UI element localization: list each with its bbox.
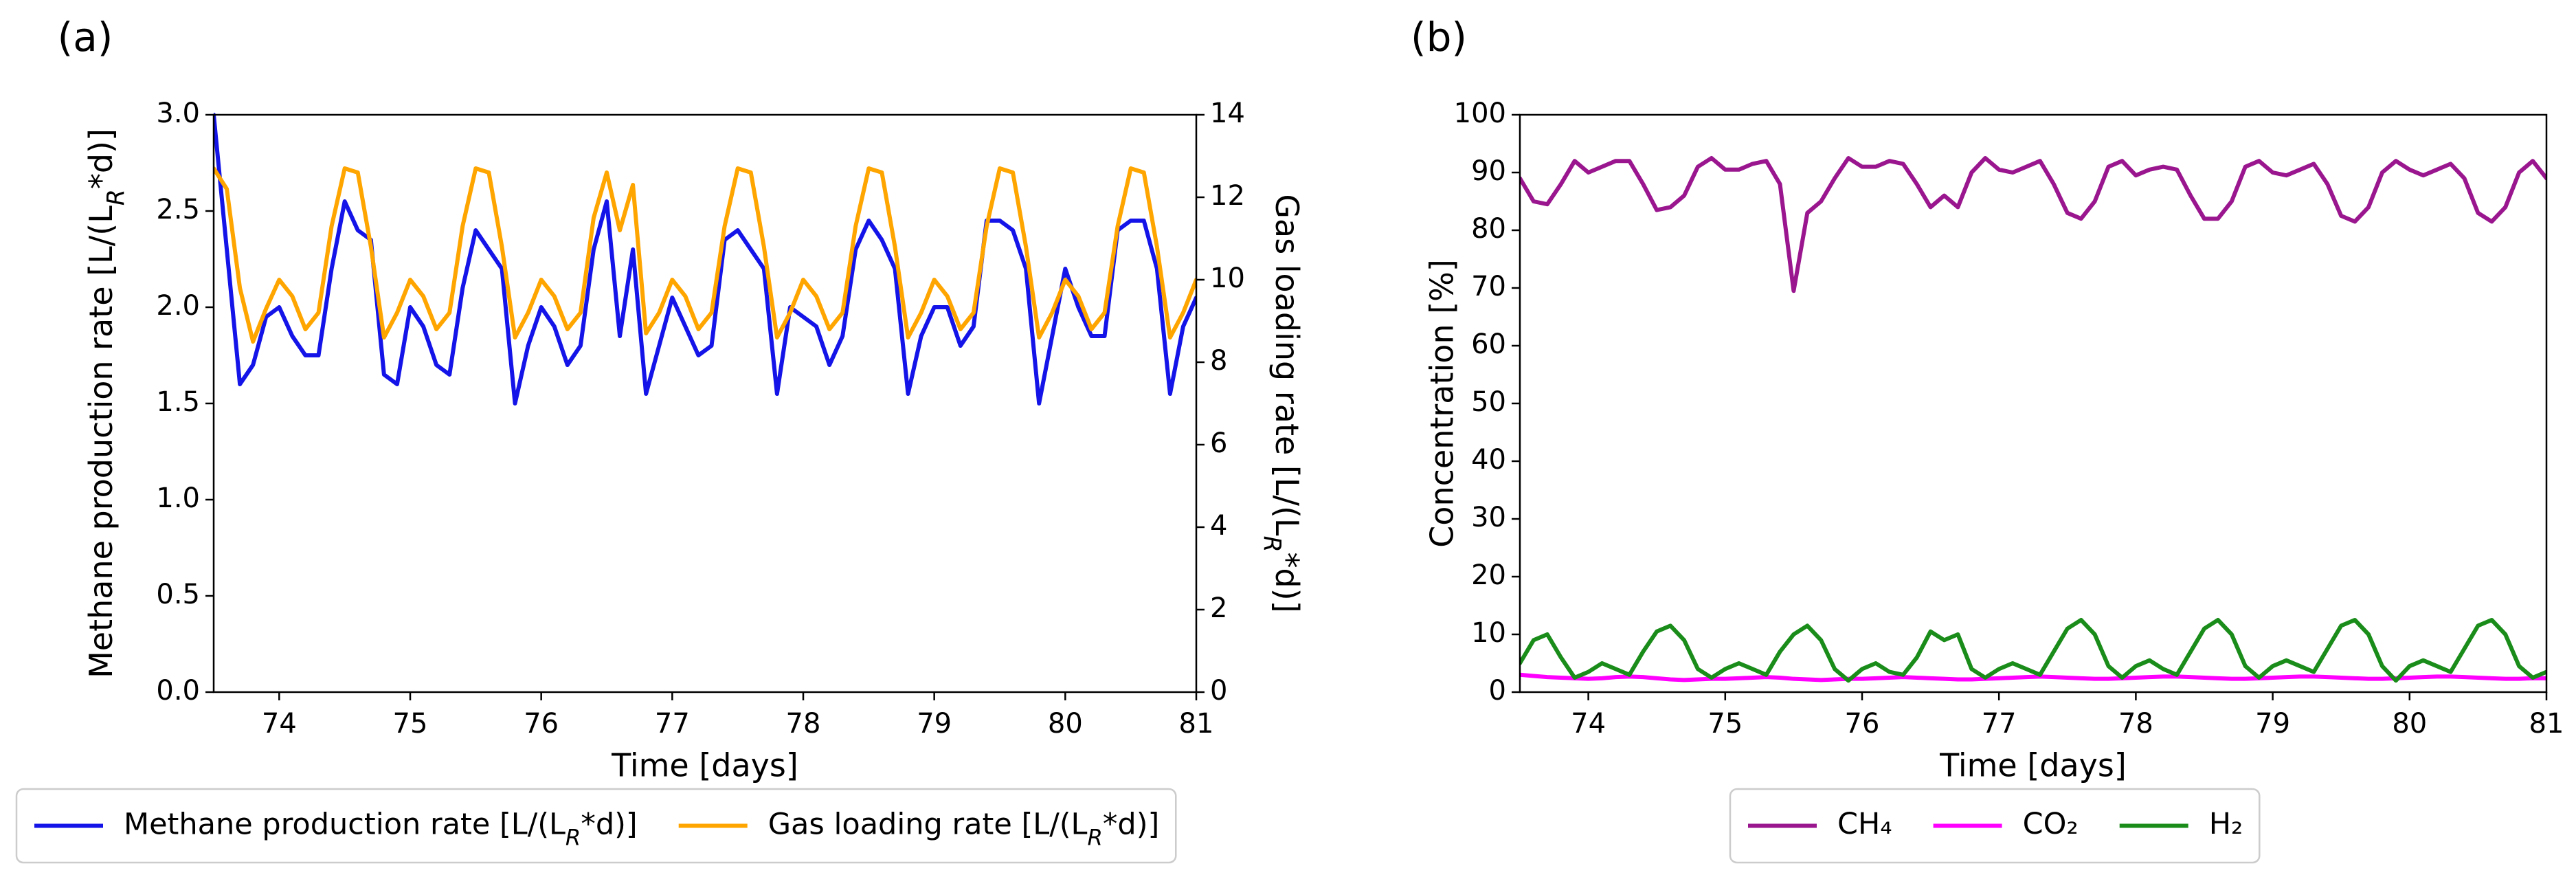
legend-label: Methane production rate [L/(LR*d)] bbox=[124, 807, 638, 851]
y-tick-label: 3.0 bbox=[156, 98, 200, 129]
y-tick-label: 0.0 bbox=[156, 675, 200, 707]
data-line bbox=[1520, 672, 2546, 682]
data-line bbox=[214, 113, 1196, 406]
y-tick-label: 2.5 bbox=[156, 194, 200, 225]
data-line bbox=[1520, 618, 2546, 683]
data-line bbox=[214, 166, 1196, 344]
y-tick-label: 10 bbox=[1471, 617, 1506, 649]
x-tick-label: 77 bbox=[655, 708, 690, 740]
x-tick-label: 76 bbox=[1845, 708, 1880, 740]
y-tick-label: 2.0 bbox=[156, 290, 200, 322]
y-tick-label: 100 bbox=[1454, 98, 1506, 129]
y-axis-label-part: *d)] bbox=[82, 129, 120, 189]
y-axis-label: Methane production rate [L/(LR*d)] bbox=[82, 129, 130, 678]
y2-tick-label: 4 bbox=[1210, 510, 1227, 542]
legend-label-part: *d)] bbox=[1103, 807, 1159, 841]
x-tick-label: 79 bbox=[2255, 708, 2290, 740]
x-tick-label: 80 bbox=[1048, 708, 1083, 740]
y2-tick-label: 6 bbox=[1210, 428, 1227, 459]
y-axis-label-part: Methane production rate [L/(L bbox=[82, 206, 120, 678]
y-axis-label: Concentration [%] bbox=[1424, 259, 1461, 548]
x-tick-label: 75 bbox=[393, 708, 428, 740]
x-tick-label: 80 bbox=[2392, 708, 2427, 740]
x-tick-label: 81 bbox=[2529, 708, 2564, 740]
y-tick-label: 80 bbox=[1471, 213, 1506, 245]
panel-label: (a) bbox=[58, 14, 113, 60]
y2-axis-label-part: *d)] bbox=[1269, 553, 1306, 613]
y2-tick-label: 8 bbox=[1210, 345, 1227, 377]
x-axis-label: Time [days] bbox=[1939, 747, 2127, 784]
x-tick-label: 74 bbox=[1571, 708, 1606, 740]
y-tick-label: 30 bbox=[1471, 502, 1506, 533]
y2-tick-label: 10 bbox=[1210, 263, 1245, 294]
plot-frame bbox=[1519, 113, 2548, 693]
y2-axis-label-part: Gas loading rate [L/(L bbox=[1269, 194, 1306, 536]
y2-axis-label-part: R bbox=[1259, 536, 1286, 553]
legend-label: CO₂ bbox=[2023, 807, 2079, 841]
y2-tick-label: 12 bbox=[1210, 180, 1245, 212]
x-tick-label: 77 bbox=[1982, 708, 2017, 740]
y2-axis-label: Gas loading rate [L/(LR*d)] bbox=[1259, 194, 1306, 612]
x-tick-label: 74 bbox=[262, 708, 297, 740]
y-tick-label: 70 bbox=[1471, 271, 1506, 302]
x-tick-label: 81 bbox=[1179, 708, 1214, 740]
legend-label-part: Methane production rate [L/(L bbox=[124, 807, 565, 841]
y-axis-label-part: R bbox=[102, 189, 130, 206]
y2-tick-label: 0 bbox=[1210, 675, 1227, 707]
y-tick-label: 40 bbox=[1471, 444, 1506, 476]
x-tick-label: 75 bbox=[1707, 708, 1743, 740]
y-tick-label: 90 bbox=[1471, 155, 1506, 187]
x-axis-label: Time [days] bbox=[611, 747, 798, 784]
y-tick-label: 0 bbox=[1489, 675, 1506, 707]
legend-label-part: R bbox=[1087, 825, 1102, 851]
legend-label: CH₄ bbox=[1837, 807, 1892, 841]
legend-label: H₂ bbox=[2209, 807, 2243, 841]
x-tick-label: 79 bbox=[917, 708, 952, 740]
plot-frame bbox=[212, 113, 1198, 693]
legend-label-part: Gas loading rate [L/(L bbox=[768, 807, 1088, 841]
x-tick-label: 78 bbox=[786, 708, 821, 740]
y-tick-label: 1.5 bbox=[156, 386, 200, 418]
legend-label-part: *d)] bbox=[581, 807, 637, 841]
x-tick-label: 76 bbox=[524, 708, 559, 740]
y-tick-label: 50 bbox=[1471, 386, 1506, 418]
legend-box bbox=[15, 788, 1177, 864]
data-line bbox=[1520, 156, 2546, 293]
x-tick-label: 78 bbox=[2118, 708, 2153, 740]
y2-tick-label: 14 bbox=[1210, 98, 1245, 129]
y-tick-label: 1.0 bbox=[156, 482, 200, 514]
y2-tick-label: 2 bbox=[1210, 592, 1227, 624]
legend-label-part: R bbox=[565, 825, 581, 851]
y-tick-label: 20 bbox=[1471, 559, 1506, 591]
y-tick-label: 0.5 bbox=[156, 579, 200, 610]
y-tick-label: 60 bbox=[1471, 329, 1506, 360]
panel-label: (b) bbox=[1411, 14, 1467, 60]
legend-label: Gas loading rate [L/(LR*d)] bbox=[768, 807, 1160, 851]
